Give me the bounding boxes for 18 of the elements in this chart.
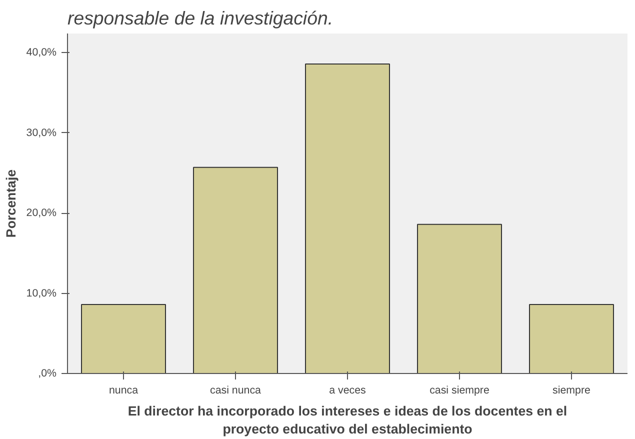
y-tick-label: 20,0% <box>26 207 58 220</box>
y-tick-label: 10,0% <box>26 287 58 300</box>
y-tick-label: 30,0% <box>26 126 58 139</box>
bar <box>417 224 502 374</box>
y-axis-title: Porcentaje <box>3 169 18 238</box>
text: responsable de la investigación. <box>68 8 334 28</box>
x-tick-label: casi siempre <box>430 384 490 396</box>
x-tick-label: nunca <box>108 384 138 396</box>
y-tick-label: 40,0% <box>26 46 58 59</box>
bar <box>81 304 166 374</box>
x-axis-title: El director ha incorporado los intereses e ideas de los docentes en el proyecto educativo del establecimiento <box>128 404 568 436</box>
x-tick-label: a veces <box>329 384 366 396</box>
x-tick-label: casi nunca <box>210 384 262 396</box>
bar <box>305 63 390 374</box>
x-tick-label: siempre <box>552 384 591 396</box>
y-tick-label: ,0% <box>38 368 58 380</box>
bar <box>529 304 614 374</box>
bar <box>193 166 278 374</box>
